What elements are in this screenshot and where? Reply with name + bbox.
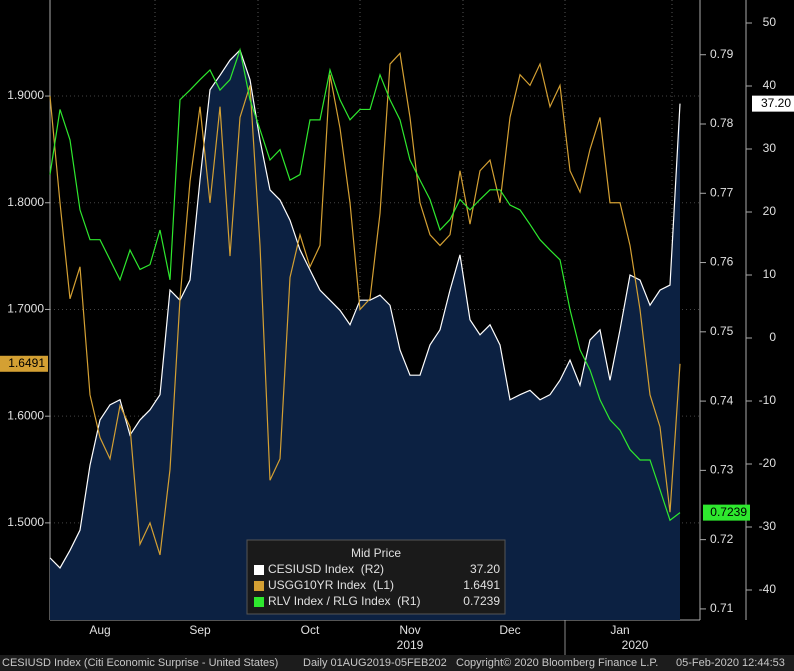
footer-text: Copyright© 2020 Bloomberg Finance L.P. bbox=[456, 657, 658, 669]
series-line bbox=[49, 48, 681, 569]
y2-tick-label: 0.78 bbox=[710, 116, 734, 130]
y3-tick-label: 10 bbox=[763, 267, 777, 281]
y-tick-label: 1.5000 bbox=[7, 515, 44, 529]
series-area bbox=[50, 50, 680, 621]
legend-swatch bbox=[254, 581, 264, 591]
y3-tick-label: 0 bbox=[769, 330, 776, 344]
legend-swatch bbox=[254, 597, 264, 607]
legend-label: USGG10YR Index (L1) bbox=[268, 578, 394, 592]
legend-value: 0.7239 bbox=[463, 594, 500, 608]
legend: Mid Price CESIUSD Index (R2) 37.20 USGG10YR… bbox=[246, 539, 506, 615]
y3-tick-label: -10 bbox=[759, 393, 777, 407]
legend-label: RLV Index / RLG Index (R1) bbox=[268, 594, 421, 608]
footer-text: Daily 01AUG2019-05FEB202 bbox=[303, 657, 447, 669]
footer-text: 05-Feb-2020 12:44:53 bbox=[676, 657, 785, 669]
x-tick-label: Sep bbox=[189, 623, 211, 637]
y3-tick-label: 20 bbox=[763, 204, 777, 218]
y-tick-label: 1.6000 bbox=[7, 408, 44, 422]
legend-label: CESIUSD Index (R2) bbox=[268, 562, 384, 576]
y2-tick-label: 0.79 bbox=[710, 47, 734, 61]
year-label: 2019 bbox=[397, 638, 424, 652]
last-value-tag bbox=[703, 504, 750, 521]
y2-tick-label: 0.73 bbox=[710, 463, 734, 477]
y2-tick-label: 0.71 bbox=[710, 601, 734, 615]
y3-tick-label: 50 bbox=[763, 15, 777, 29]
series-line bbox=[49, 52, 681, 556]
y3-tick-label: -20 bbox=[759, 456, 777, 470]
y3-tick-label: -40 bbox=[759, 582, 777, 596]
footer-text: CESIUSD Index (Citi Economic Surprise - … bbox=[2, 657, 278, 669]
x-tick-label: Nov bbox=[399, 623, 420, 637]
x-tick-label: Aug bbox=[89, 623, 110, 637]
year-label: 2020 bbox=[622, 638, 649, 652]
x-tick-label: Jan bbox=[610, 623, 629, 637]
last-value-tag bbox=[0, 355, 48, 372]
last-value-label: 1.6491 bbox=[8, 356, 45, 370]
last-value-label: 37.20 bbox=[761, 96, 791, 110]
y3-tick-label: 40 bbox=[763, 78, 777, 92]
series-line bbox=[49, 47, 681, 522]
y2-tick-label: 0.77 bbox=[710, 185, 734, 199]
y-tick-label: 1.9000 bbox=[7, 88, 44, 102]
footer-band bbox=[0, 655, 794, 671]
last-value-label: 0.7239 bbox=[710, 505, 747, 519]
legend-title: Mid Price bbox=[351, 546, 401, 560]
legend-value: 37.20 bbox=[470, 562, 500, 576]
y2-tick-label: 0.72 bbox=[710, 532, 734, 546]
x-tick-label: Oct bbox=[301, 623, 320, 637]
legend-box bbox=[246, 539, 506, 615]
y3-tick-label: 30 bbox=[763, 141, 777, 155]
y-tick-label: 1.8000 bbox=[7, 195, 44, 209]
x-tick-label: Dec bbox=[499, 623, 520, 637]
last-value-tag bbox=[752, 95, 794, 112]
legend-swatch bbox=[254, 565, 264, 575]
legend-value: 1.6491 bbox=[463, 578, 500, 592]
y2-tick-label: 0.76 bbox=[710, 255, 734, 269]
y-tick-label: 1.7000 bbox=[7, 302, 44, 316]
y2-tick-label: 0.75 bbox=[710, 324, 734, 338]
y2-tick-label: 0.74 bbox=[710, 393, 734, 407]
y3-tick-label: -30 bbox=[759, 519, 777, 533]
